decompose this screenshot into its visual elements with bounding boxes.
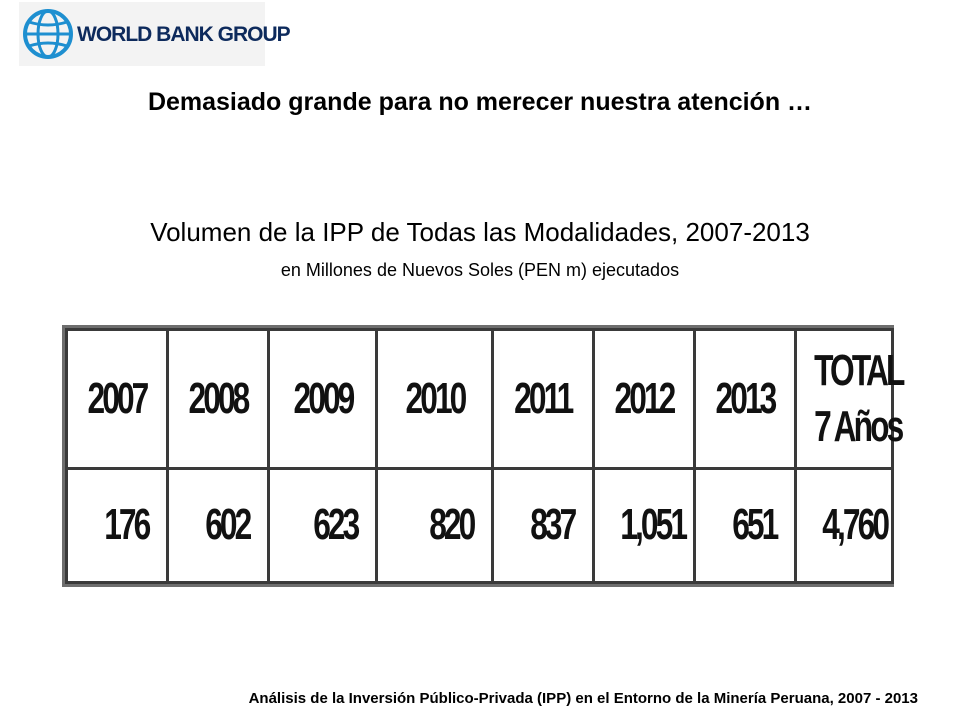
year-header-cell: 2013 — [693, 328, 797, 470]
value-row: 176 602 623 820 837 1,051 651 4,760 — [65, 466, 894, 585]
value-label: 837 — [529, 500, 577, 550]
year-label: 2013 — [715, 373, 778, 423]
year-label: 2007 — [87, 373, 150, 423]
year-header-cell: 2007 — [65, 328, 169, 470]
world-bank-logo: WORLD BANK GROUP — [19, 2, 291, 66]
year-header-cell: 2008 — [166, 328, 270, 470]
value-label: 176 — [103, 500, 151, 550]
value-label: 820 — [428, 500, 476, 550]
total-header-line1: TOTAL — [814, 345, 905, 395]
value-cell: 820 — [375, 466, 494, 585]
chart-title: Volumen de la IPP de Todas las Modalidad… — [150, 217, 810, 247]
value-cell: 1,051 — [592, 466, 696, 585]
year-header-cell: 2010 — [375, 328, 494, 470]
value-label: 602 — [204, 500, 252, 550]
year-header-cell: 2011 — [491, 328, 595, 470]
footer-caption: Análisis de la Inversión Público-Privada… — [248, 690, 918, 707]
chart-subtitle: en Millones de Nuevos Soles (PEN m) ejec… — [280, 260, 680, 280]
value-cell: 176 — [65, 466, 169, 585]
logo-text: WORLD BANK GROUP — [77, 23, 291, 46]
total-header-cell: TOTAL 7 Años — [794, 328, 905, 470]
year-label: 2008 — [188, 373, 251, 423]
total-header-line2: 7 Años — [814, 401, 904, 451]
value-cell: 602 — [166, 466, 270, 585]
value-label: 1,051 — [620, 500, 688, 550]
year-header-cell: 2012 — [592, 328, 696, 470]
total-header: TOTAL 7 Años — [814, 343, 905, 455]
year-header-row: 2007 2008 2009 2010 2011 2012 2013 TOTAL… — [65, 328, 905, 470]
value-label: 651 — [731, 500, 779, 550]
total-value: 4,760 — [822, 500, 890, 550]
value-cell: 623 — [267, 466, 378, 585]
year-label: 2012 — [614, 373, 677, 423]
value-label: 623 — [312, 500, 360, 550]
year-label: 2011 — [514, 373, 574, 423]
year-header-cell: 2009 — [267, 328, 378, 470]
ipp-volume-table: 2007 2008 2009 2010 2011 2012 2013 TOTAL… — [62, 325, 905, 587]
globe-icon — [23, 9, 73, 59]
value-cell: 651 — [693, 466, 797, 585]
slide-title: Demasiado grande para no merecer nuestra… — [147, 88, 813, 116]
year-label: 2009 — [293, 373, 355, 423]
total-value-cell: 4,760 — [794, 466, 894, 585]
value-cell: 837 — [491, 466, 595, 585]
year-label: 2010 — [405, 373, 467, 423]
data-table: 2007 2008 2009 2010 2011 2012 2013 TOTAL… — [65, 328, 905, 585]
